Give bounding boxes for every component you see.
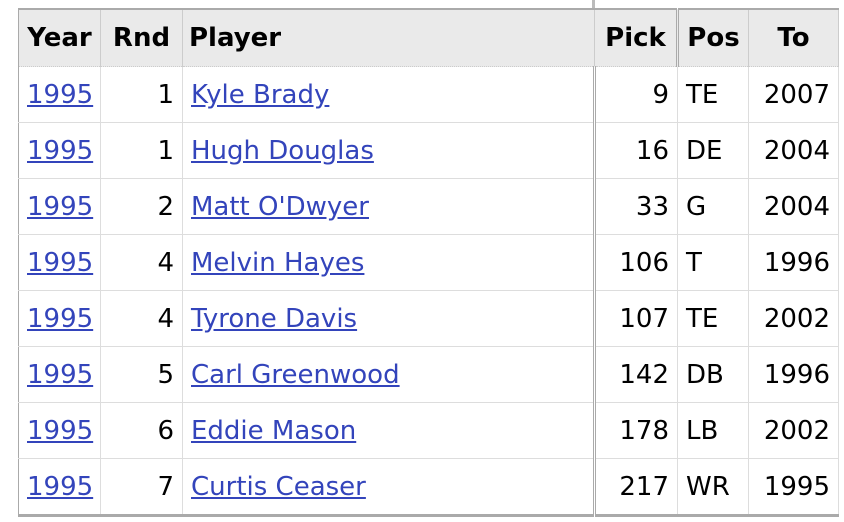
header-row: Year Rnd Player Pick Pos To (18, 9, 839, 67)
table-row: 1995 5 Carl Greenwood 142 DB 1996 (18, 346, 839, 403)
table-cell: 1 (100, 66, 183, 123)
player-link[interactable]: Kyle Brady (191, 79, 330, 110)
table-cell: 9 (594, 66, 678, 123)
table-cell: 4 (100, 290, 183, 347)
year-link[interactable]: 1995 (27, 79, 94, 110)
table-cell: 6 (100, 402, 183, 459)
table-cell: 2007 (748, 66, 839, 123)
table-cell: 1995 (18, 122, 101, 179)
column-header: To (748, 9, 839, 67)
table-cell: 4 (100, 234, 183, 291)
table-row: 1995 2 Matt O'Dwyer 33 G 2004 (18, 178, 839, 235)
table-cell: Carl Greenwood (182, 346, 596, 403)
player-link[interactable]: Tyrone Davis (191, 303, 358, 334)
table-cell: 1995 (18, 178, 101, 235)
table-cell: 2002 (748, 402, 839, 459)
table-cell: Eddie Mason (182, 402, 596, 459)
table-cell: 1996 (748, 346, 839, 403)
table-cell: 1995 (18, 346, 101, 403)
table-cell: 1 (100, 122, 183, 179)
table-row: 1995 7 Curtis Ceaser 217 WR 1995 (18, 458, 839, 516)
column-header: Player (182, 9, 595, 67)
year-link[interactable]: 1995 (27, 415, 94, 446)
table-cell: Kyle Brady (182, 66, 596, 123)
column-header: Rnd (100, 9, 183, 67)
year-link[interactable]: 1995 (27, 191, 94, 222)
table-cell: DB (677, 346, 749, 403)
table-row: 1995 4 Melvin Hayes 106 T 1996 (18, 234, 839, 291)
table-cell: WR (677, 458, 749, 516)
table-body: 1995 1 Kyle Brady 9 TE 2007 1995 1 Hugh Douglas 1… (18, 66, 839, 516)
table-cell: 178 (594, 402, 678, 459)
table-cell: 1995 (18, 66, 101, 123)
table-row: 1995 4 Tyrone Davis 107 TE 2002 (18, 290, 839, 347)
year-link[interactable]: 1995 (27, 471, 94, 502)
table-cell: TE (677, 66, 749, 123)
table-cell: 1995 (18, 402, 101, 459)
player-link[interactable]: Hugh Douglas (191, 135, 374, 166)
player-link[interactable]: Curtis Ceaser (191, 471, 366, 502)
table-cell: T (677, 234, 749, 291)
table-cell: G (677, 178, 749, 235)
table-cell: 5 (100, 346, 183, 403)
table-cell: 2 (100, 178, 183, 235)
player-link[interactable]: Eddie Mason (191, 415, 357, 446)
table-cell: 16 (594, 122, 678, 179)
table-cell: 107 (594, 290, 678, 347)
table-cell: 1996 (748, 234, 839, 291)
table-cell: Curtis Ceaser (182, 458, 596, 516)
table-cell: 33 (594, 178, 678, 235)
table-cell: 106 (594, 234, 678, 291)
column-header: Pick (594, 9, 679, 67)
table-cell: 7 (100, 458, 183, 516)
column-header: Year (18, 9, 101, 67)
divider (592, 0, 595, 10)
table-row: 1995 1 Hugh Douglas 16 DE 2004 (18, 122, 839, 179)
table-cell: Tyrone Davis (182, 290, 596, 347)
year-link[interactable]: 1995 (27, 359, 94, 390)
year-link[interactable]: 1995 (27, 303, 94, 334)
year-link[interactable]: 1995 (27, 247, 94, 278)
table-cell: 2002 (748, 290, 839, 347)
table-cell: 217 (594, 458, 678, 516)
column-header: Pos (677, 9, 749, 67)
table-row: 1995 6 Eddie Mason 178 LB 2002 (18, 402, 839, 459)
draft-table: Year Rnd Player Pick Pos To 1995 1 Kyle Brady 9 T… (18, 8, 839, 517)
player-link[interactable]: Matt O'Dwyer (191, 191, 369, 222)
table-row: 1995 1 Kyle Brady 9 TE 2007 (18, 66, 839, 123)
table-cell: Melvin Hayes (182, 234, 596, 291)
table-cell: DE (677, 122, 749, 179)
table-cell: 2004 (748, 178, 839, 235)
table-cell: 1995 (18, 458, 101, 516)
table-cell: 2004 (748, 122, 839, 179)
table-cell: LB (677, 402, 749, 459)
player-link[interactable]: Carl Greenwood (191, 359, 400, 390)
year-link[interactable]: 1995 (27, 135, 94, 166)
player-link[interactable]: Melvin Hayes (191, 247, 365, 278)
table-cell: 1995 (748, 458, 839, 516)
table-cell: 1995 (18, 234, 101, 291)
table-cell: 1995 (18, 290, 101, 347)
table-cell: 142 (594, 346, 678, 403)
table-cell: Matt O'Dwyer (182, 178, 596, 235)
table-cell: Hugh Douglas (182, 122, 596, 179)
table-cell: TE (677, 290, 749, 347)
